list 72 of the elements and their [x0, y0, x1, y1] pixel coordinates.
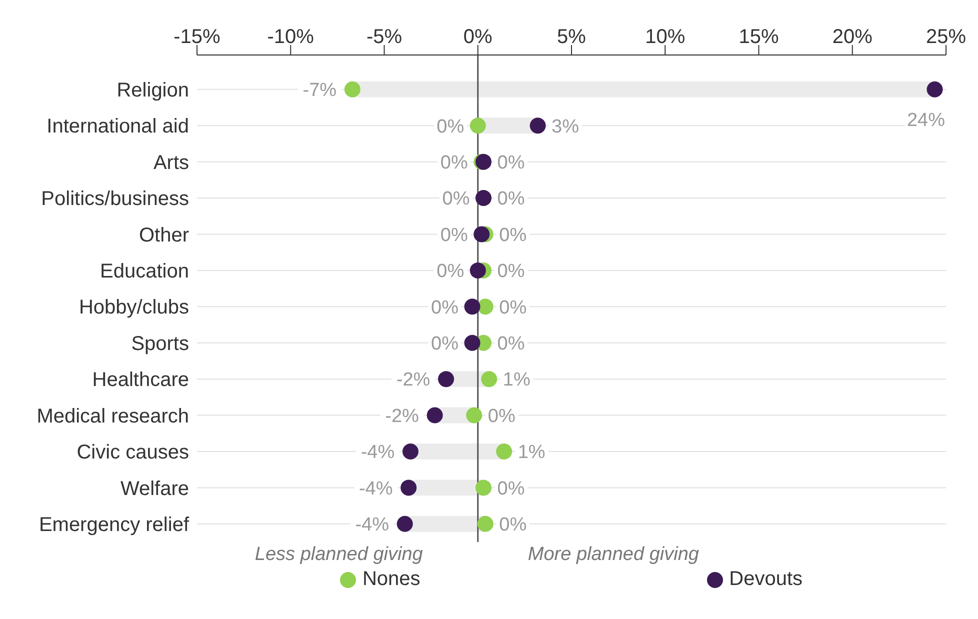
- data-label: 0%: [442, 188, 470, 210]
- point: [474, 226, 490, 242]
- y-tick-label: Healthcare: [92, 369, 189, 392]
- data-label: 0%: [497, 188, 525, 210]
- legend-label: Nones: [362, 568, 420, 591]
- x-tick-label: -10%: [267, 26, 314, 48]
- y-tick-label: Politics/business: [41, 188, 189, 210]
- text: More planned giving: [528, 544, 699, 566]
- data-label: 0%: [436, 116, 464, 138]
- point: [477, 516, 494, 532]
- data-label: 0%: [431, 334, 459, 355]
- legend-label: Devouts: [729, 568, 803, 591]
- data-label: 24%: [907, 110, 946, 132]
- point: [926, 81, 943, 98]
- bar: [352, 81, 935, 98]
- data-label: 0%: [497, 152, 525, 174]
- point: [396, 516, 413, 532]
- data-label: 0%: [431, 297, 459, 318]
- data-label: 0%: [436, 261, 464, 282]
- data-label: 0%: [499, 297, 527, 318]
- y-tick-label: Emergency relief: [38, 514, 190, 536]
- data-label: 0%: [499, 514, 527, 536]
- x-tick-label: 20%: [832, 26, 873, 48]
- data-label: 0%: [499, 224, 527, 246]
- x-tick-label: 25%: [926, 26, 966, 48]
- x-tick-label: 15%: [738, 26, 779, 48]
- point: [426, 407, 443, 424]
- data-label: 0%: [497, 334, 525, 355]
- data-label: 0%: [440, 224, 468, 246]
- text: Less planned giving: [254, 544, 423, 566]
- point: [466, 407, 482, 424]
- x-tick-label: 10%: [645, 26, 686, 48]
- data-label: 0%: [497, 478, 525, 500]
- point: [470, 118, 486, 134]
- y-tick-label: International aid: [46, 116, 189, 138]
- y-tick-label: Sports: [131, 332, 189, 355]
- data-label: -7%: [302, 80, 337, 102]
- data-label: 3%: [552, 116, 580, 138]
- y-tick-label: Medical research: [36, 405, 189, 428]
- data-label: 1%: [518, 442, 546, 464]
- data-label: -4%: [360, 442, 395, 464]
- data-label: 0%: [440, 152, 468, 174]
- x-tick-label: 0%: [463, 26, 493, 48]
- data-label: -2%: [396, 370, 430, 391]
- point: [344, 81, 360, 98]
- point: [496, 443, 512, 460]
- data-label: -4%: [358, 478, 393, 500]
- x-tick-label: -5%: [366, 26, 402, 48]
- data-label: -4%: [355, 514, 390, 536]
- x-tick-label: 5%: [557, 26, 586, 48]
- point: [530, 118, 546, 134]
- x-tick-label: -15%: [174, 26, 221, 48]
- y-tick-label: Hobby/clubs: [78, 296, 189, 319]
- point: [470, 262, 486, 278]
- point: [400, 480, 417, 496]
- data-label: 1%: [502, 370, 530, 391]
- y-tick-label: Arts: [153, 152, 189, 174]
- point: [464, 298, 480, 315]
- point: [402, 443, 418, 460]
- point: [475, 480, 492, 496]
- y-tick-label: Other: [138, 224, 190, 246]
- y-tick-label: Welfare: [120, 478, 189, 500]
- data-label: 0%: [488, 406, 516, 427]
- y-tick-label: Education: [100, 260, 189, 283]
- y-tick-label: Religion: [116, 80, 189, 102]
- data-label: 0%: [497, 261, 525, 282]
- y-tick-label: Civic causes: [76, 442, 189, 464]
- point: [481, 371, 498, 388]
- point: [477, 298, 494, 315]
- data-label: -2%: [385, 406, 420, 427]
- point: [438, 371, 454, 388]
- point: [464, 334, 480, 351]
